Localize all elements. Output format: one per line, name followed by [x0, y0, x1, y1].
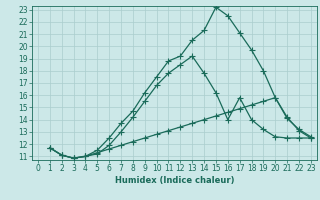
- X-axis label: Humidex (Indice chaleur): Humidex (Indice chaleur): [115, 176, 234, 185]
